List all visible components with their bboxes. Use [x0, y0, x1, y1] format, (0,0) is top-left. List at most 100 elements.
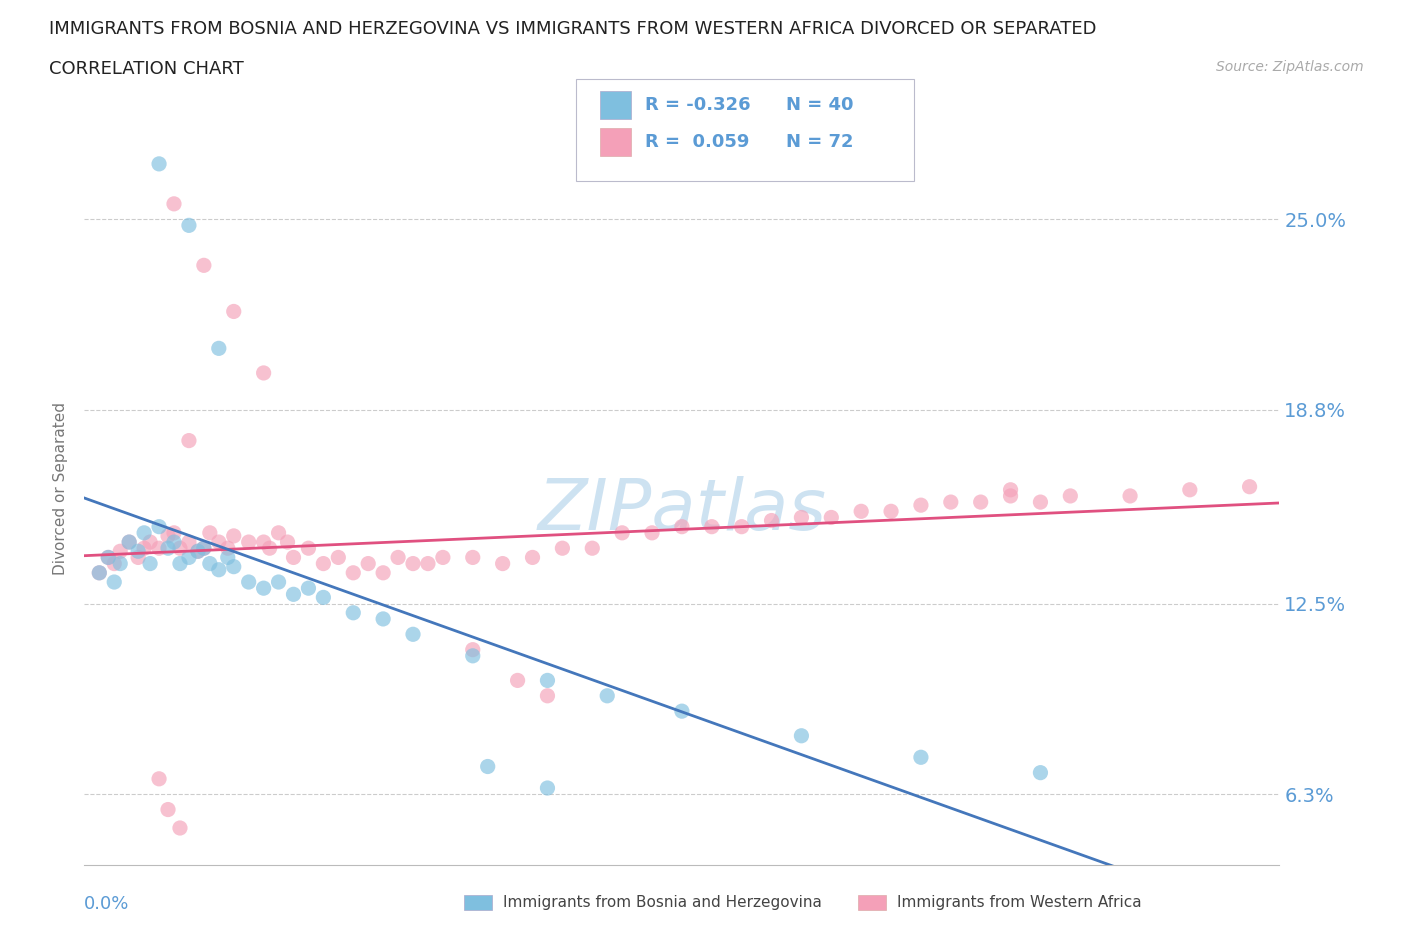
Point: [536, 673, 558, 688]
Point: [198, 556, 221, 571]
Point: [139, 535, 162, 550]
Point: [259, 540, 281, 555]
Point: [790, 728, 813, 743]
Point: [461, 550, 484, 565]
Point: [671, 704, 693, 719]
Point: [790, 510, 813, 525]
Text: N = 72: N = 72: [786, 133, 853, 152]
Point: [761, 513, 783, 528]
Point: [970, 495, 993, 510]
Point: [700, 519, 723, 534]
Point: [641, 525, 664, 540]
Point: [177, 218, 200, 232]
Point: [1000, 483, 1022, 498]
Point: [177, 550, 200, 565]
Point: [89, 565, 111, 580]
Point: [312, 556, 335, 571]
Point: [432, 550, 454, 565]
Point: [1000, 488, 1022, 503]
Point: [97, 550, 120, 565]
Point: [851, 504, 873, 519]
Point: [217, 540, 239, 555]
Point: [581, 540, 603, 555]
Point: [328, 550, 350, 565]
Point: [297, 540, 319, 555]
Point: [402, 556, 425, 571]
Y-axis label: Divorced or Separated: Divorced or Separated: [53, 402, 69, 575]
Point: [169, 556, 191, 571]
Point: [820, 510, 842, 525]
Text: Source: ZipAtlas.com: Source: ZipAtlas.com: [1216, 60, 1364, 74]
Text: Immigrants from Western Africa: Immigrants from Western Africa: [897, 895, 1142, 910]
Point: [222, 528, 245, 543]
Point: [103, 575, 125, 590]
Point: [217, 550, 239, 565]
Point: [1059, 488, 1081, 503]
Point: [148, 519, 170, 534]
Point: [163, 535, 186, 550]
Text: R =  0.059: R = 0.059: [645, 133, 749, 152]
Text: R = -0.326: R = -0.326: [645, 96, 751, 114]
Point: [157, 528, 180, 543]
Point: [596, 688, 619, 703]
Point: [177, 535, 200, 550]
Point: [342, 605, 364, 620]
Point: [238, 535, 260, 550]
Point: [110, 556, 132, 571]
Point: [880, 504, 903, 519]
Point: [157, 540, 180, 555]
Point: [342, 565, 364, 580]
Text: Immigrants from Bosnia and Herzegovina: Immigrants from Bosnia and Herzegovina: [503, 895, 823, 910]
Point: [163, 525, 186, 540]
Point: [238, 575, 260, 590]
Point: [253, 580, 276, 595]
Point: [387, 550, 409, 565]
Point: [267, 575, 290, 590]
Point: [1178, 483, 1201, 498]
Point: [731, 519, 754, 534]
Point: [910, 498, 932, 512]
Point: [551, 540, 574, 555]
Point: [357, 556, 380, 571]
Point: [222, 304, 245, 319]
Text: CORRELATION CHART: CORRELATION CHART: [49, 60, 245, 78]
Point: [1239, 479, 1261, 494]
Point: [671, 519, 693, 534]
Point: [277, 535, 299, 550]
Point: [522, 550, 544, 565]
Point: [910, 750, 932, 764]
Point: [536, 780, 558, 795]
Point: [297, 580, 319, 595]
Point: [177, 433, 200, 448]
Text: 0.0%: 0.0%: [84, 895, 129, 913]
Point: [89, 565, 111, 580]
Point: [169, 820, 191, 835]
Point: [187, 544, 209, 559]
Point: [139, 556, 162, 571]
Point: [163, 196, 186, 211]
Text: ZIPatlas: ZIPatlas: [537, 476, 827, 545]
Point: [157, 802, 180, 817]
Point: [222, 559, 245, 574]
Point: [187, 544, 209, 559]
Point: [1029, 765, 1052, 780]
Point: [373, 612, 395, 627]
Point: [208, 341, 231, 356]
Point: [127, 544, 149, 559]
Point: [312, 590, 335, 604]
Point: [193, 258, 215, 272]
Point: [110, 544, 132, 559]
Point: [402, 627, 425, 642]
Point: [118, 535, 141, 550]
Point: [461, 643, 484, 658]
Point: [148, 156, 170, 171]
Point: [477, 759, 499, 774]
Point: [208, 535, 231, 550]
Point: [169, 540, 191, 555]
Text: N = 40: N = 40: [786, 96, 853, 114]
Point: [267, 525, 290, 540]
Point: [253, 365, 276, 380]
Point: [536, 688, 558, 703]
Point: [148, 771, 170, 786]
Point: [148, 540, 170, 555]
